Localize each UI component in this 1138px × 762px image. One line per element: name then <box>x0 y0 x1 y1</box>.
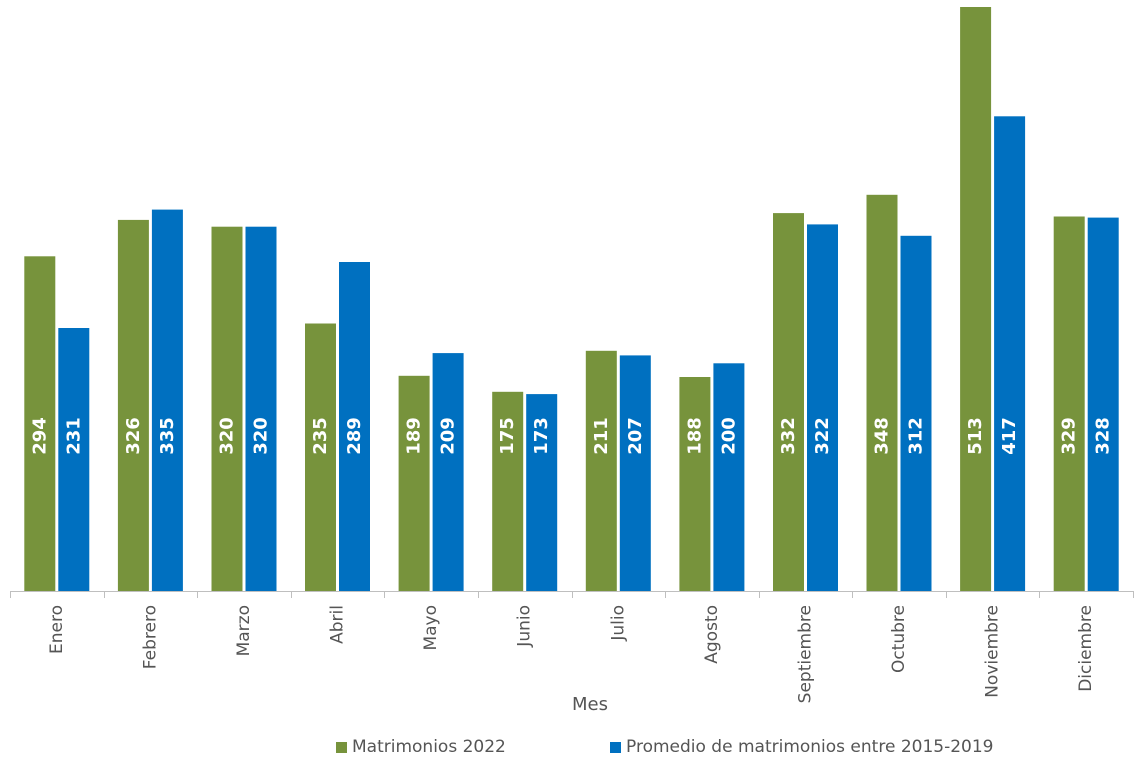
bar-series-1-agosto <box>679 377 711 591</box>
data-label-series-1-diciembre: 329 <box>1059 417 1080 455</box>
bar-series-1-junio <box>492 391 524 591</box>
x-axis-tick-labels: Enero Febrero Marzo Abril Mayo Junio Julio Agos… <box>47 605 1096 703</box>
x-axis-title: Mes <box>572 694 608 715</box>
bar-series-2-agosto <box>713 363 745 591</box>
data-label-series-1-enero: 294 <box>29 417 50 455</box>
x-axis-ticks <box>10 591 1134 598</box>
x-tick-label-febrero: Febrero <box>140 605 160 669</box>
data-label-series-1-marzo: 320 <box>216 417 237 455</box>
bar-series-1-enero <box>24 256 56 591</box>
legend-item-series-1: Matrimonios 2022 <box>336 737 506 757</box>
x-tick-label-abril: Abril <box>328 605 348 644</box>
bar-series-2-junio <box>526 394 558 591</box>
bar-series-2-diciembre <box>1087 217 1119 591</box>
data-label-series-2-enero: 231 <box>63 417 84 455</box>
data-label-series-1-noviembre: 513 <box>965 417 986 455</box>
x-tick-label-enero: Enero <box>47 605 67 654</box>
x-tick-label-diciembre: Diciembre <box>1076 605 1096 692</box>
data-label-series-2-mayo: 209 <box>438 417 459 455</box>
data-label-series-2-noviembre: 417 <box>999 417 1020 455</box>
data-label-series-2-agosto: 200 <box>718 417 739 455</box>
bars-group <box>24 7 1119 592</box>
bar-series-1-mayo <box>398 375 430 591</box>
bar-series-1-octubre <box>866 194 898 592</box>
data-label-series-2-abril: 289 <box>344 417 365 455</box>
data-label-series-1-abril: 235 <box>310 417 331 455</box>
bar-series-1-septiembre <box>773 213 804 591</box>
x-tick-label-septiembre: Septiembre <box>795 605 815 703</box>
data-label-series-1-agosto: 188 <box>684 417 705 455</box>
legend-label-series-1: Matrimonios 2022 <box>352 737 506 757</box>
data-label-series-1-octubre: 348 <box>872 417 893 455</box>
bar-series-2-noviembre <box>994 116 1026 592</box>
data-label-series-1-julio: 211 <box>591 417 612 455</box>
legend-swatch-series-1 <box>336 741 347 753</box>
bar-series-2-abril <box>339 262 370 591</box>
data-label-series-2-marzo: 320 <box>250 417 271 455</box>
bar-series-2-octubre <box>900 235 932 592</box>
data-label-series-1-junio: 175 <box>497 417 518 455</box>
data-label-series-2-junio: 173 <box>531 417 552 455</box>
data-label-series-2-diciembre: 328 <box>1093 417 1114 455</box>
bar-series-1-abril <box>305 323 336 591</box>
bar-series-2-febrero <box>151 209 183 591</box>
x-tick-label-mayo: Mayo <box>421 605 441 651</box>
legend-item-series-2: Promedio de matrimonios entre 2015-2019 <box>610 737 993 757</box>
data-label-series-1-mayo: 189 <box>404 417 425 455</box>
data-label-series-1-septiembre: 332 <box>778 417 799 455</box>
bar-series-1-diciembre <box>1053 216 1085 591</box>
data-label-series-2-octubre: 312 <box>906 417 927 455</box>
bar-series-2-mayo <box>432 353 464 591</box>
bar-series-2-enero <box>58 328 90 591</box>
bar-series-1-julio <box>585 350 617 591</box>
x-tick-label-marzo: Marzo <box>234 605 254 656</box>
bar-series-2-julio <box>619 355 651 591</box>
bar-series-1-noviembre <box>960 7 992 591</box>
data-label-series-2-julio: 207 <box>625 417 646 455</box>
data-labels-group: 294 231 326 335 320 320 235 289 189 209 175 173 211 2… <box>29 417 1113 455</box>
bar-series-1-febrero <box>117 219 149 591</box>
x-tick-label-julio: Julio <box>608 605 628 642</box>
x-tick-label-agosto: Agosto <box>702 605 722 664</box>
bar-series-1-marzo <box>211 226 243 591</box>
legend-label-series-2: Promedio de matrimonios entre 2015-2019 <box>626 737 994 757</box>
x-tick-label-junio: Junio <box>515 605 535 648</box>
data-label-series-1-febrero: 326 <box>123 417 144 455</box>
bar-series-2-septiembre <box>807 224 838 591</box>
x-tick-label-octubre: Octubre <box>889 605 909 673</box>
bar-series-2-marzo <box>245 226 277 591</box>
data-label-series-2-febrero: 335 <box>157 417 178 455</box>
data-label-series-2-septiembre: 322 <box>812 417 833 455</box>
legend: Matrimonios 2022 Promedio de matrimonios… <box>0 737 1138 759</box>
legend-swatch-series-2 <box>610 741 621 753</box>
x-tick-label-noviembre: Noviembre <box>983 605 1003 698</box>
